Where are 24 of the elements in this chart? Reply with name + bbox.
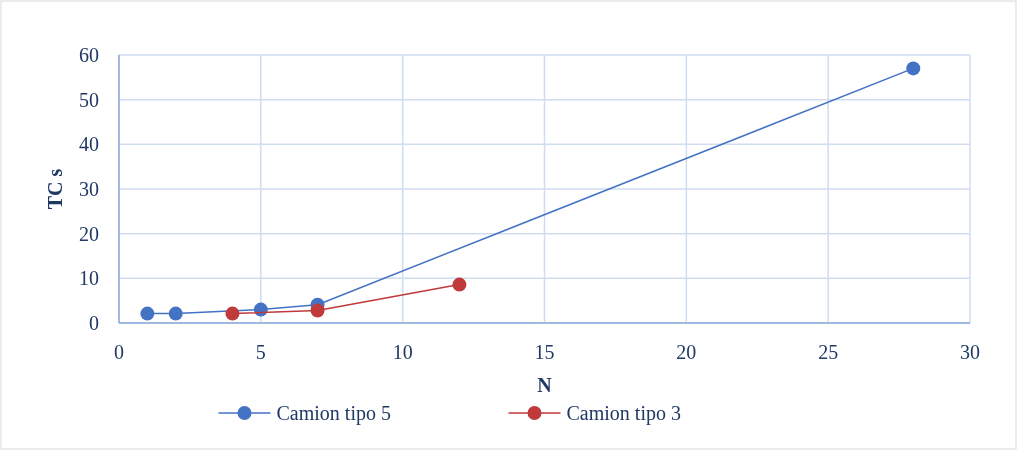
legend-label: Camion tipo 5 bbox=[276, 402, 391, 425]
x-tick-label: 25 bbox=[818, 341, 839, 363]
point bbox=[906, 61, 921, 76]
y-axis-title: TC s bbox=[44, 168, 66, 210]
x-tick-label: 5 bbox=[255, 341, 266, 363]
y-tick-label: 60 bbox=[79, 44, 99, 66]
y-tick-label: 50 bbox=[79, 88, 99, 111]
y-tick-label: 40 bbox=[79, 133, 99, 156]
point bbox=[168, 306, 183, 321]
y-tick-label: 30 bbox=[79, 178, 99, 200]
y-tick-label: 20 bbox=[79, 222, 99, 245]
point bbox=[225, 306, 240, 321]
x-tick-label: 30 bbox=[960, 341, 980, 363]
point bbox=[140, 306, 155, 321]
x-axis-title: N bbox=[537, 374, 553, 396]
x-tick-label: 10 bbox=[392, 341, 413, 363]
point bbox=[452, 277, 467, 292]
x-tick-label: 0 bbox=[114, 341, 124, 363]
legend-label: Camion tipo 3 bbox=[566, 402, 681, 425]
y-tick-label: 10 bbox=[79, 267, 99, 290]
x-tick-label: 15 bbox=[534, 341, 555, 363]
y-tick-label: 0 bbox=[89, 312, 99, 334]
x-tick-label: 20 bbox=[676, 341, 697, 363]
point bbox=[310, 303, 325, 318]
